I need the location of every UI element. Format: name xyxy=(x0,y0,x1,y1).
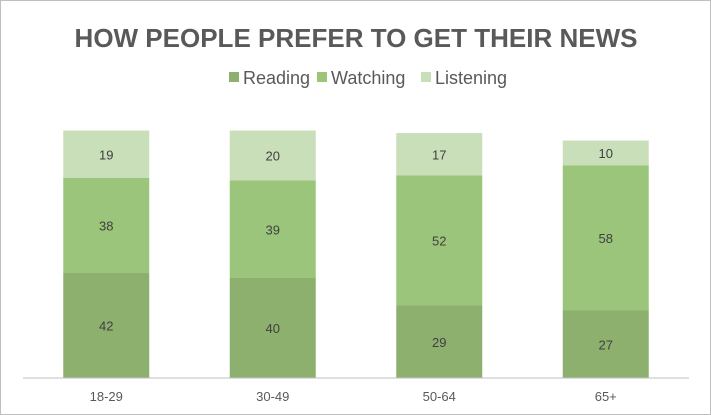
bar-listening-50-64 xyxy=(396,133,483,176)
data-label-listening-30-49: 20 xyxy=(266,149,280,164)
x-tick-label: 30-49 xyxy=(256,389,289,404)
data-label-reading-18-29: 42 xyxy=(99,319,113,334)
data-label-listening-65+: 10 xyxy=(599,146,613,161)
bar-watching-18-29 xyxy=(63,178,150,273)
plot-area: 42 38 19 40 39 20 29 52 17 27 58 10 xyxy=(63,130,649,378)
bar-watching-50-64 xyxy=(396,175,483,306)
legend-label-listening: Listening xyxy=(435,68,507,88)
data-label-listening-18-29: 19 xyxy=(99,147,113,162)
x-tick-label: 50-64 xyxy=(423,389,456,404)
bar-listening-65+ xyxy=(562,140,649,166)
x-tick-label: 65+ xyxy=(595,389,617,404)
legend-swatch-reading xyxy=(229,72,239,82)
data-label-watching-65+: 58 xyxy=(599,231,613,246)
legend-label-reading: Reading xyxy=(243,68,310,88)
legend-swatch-listening xyxy=(421,72,431,82)
bar-reading-50-64 xyxy=(396,305,483,378)
data-label-watching-50-64: 52 xyxy=(432,234,446,249)
legend-swatch-watching xyxy=(317,72,327,82)
chart-title: HOW PEOPLE PREFER TO GET THEIR NEWS xyxy=(75,23,638,53)
bar-listening-30-49 xyxy=(229,130,316,181)
bar-watching-30-49 xyxy=(229,180,316,278)
bar-reading-65+ xyxy=(562,310,649,378)
legend: Reading Watching Listening xyxy=(229,68,507,88)
data-label-listening-50-64: 17 xyxy=(432,147,446,162)
data-label-reading-65+: 27 xyxy=(599,337,613,352)
data-label-watching-30-49: 39 xyxy=(266,222,280,237)
bar-listening-18-29 xyxy=(63,130,150,178)
bar-watching-65+ xyxy=(562,165,649,311)
data-label-reading-50-64: 29 xyxy=(432,335,446,350)
bar-reading-30-49 xyxy=(229,278,316,378)
bar-reading-18-29 xyxy=(63,273,150,378)
x-tick-label: 18-29 xyxy=(90,389,123,404)
data-label-reading-30-49: 40 xyxy=(266,321,280,336)
x-axis-ticks: 18-29 30-49 50-64 65+ xyxy=(90,389,617,404)
data-label-watching-18-29: 38 xyxy=(99,219,113,234)
legend-label-watching: Watching xyxy=(331,68,405,88)
